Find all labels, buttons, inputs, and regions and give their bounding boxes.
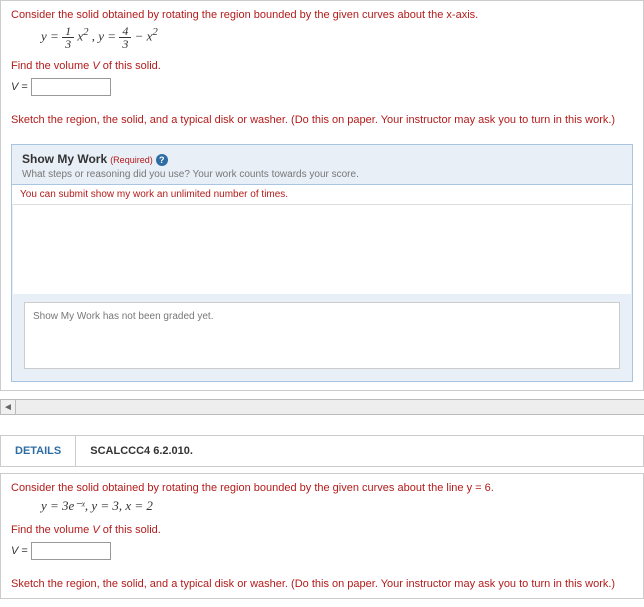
h-scrollbar[interactable]: ◄ <box>0 399 644 415</box>
q2-answer-row: V = <box>11 542 633 560</box>
q2-find-volume: Find the volume V of this solid. <box>11 524 633 536</box>
q1-sketch: Sketch the region, the solid, and a typi… <box>11 114 633 126</box>
q2-answer-input[interactable] <box>31 542 111 560</box>
q1-intro: Consider the solid obtained by rotating … <box>11 9 633 21</box>
q1-formula: y = 13 x2 , y = 43 − x2 <box>11 21 633 54</box>
q1-answer-input[interactable] <box>31 78 111 96</box>
sw-title: Show My Work <box>22 152 107 166</box>
question-1: Consider the solid obtained by rotating … <box>0 0 644 391</box>
sw-editor[interactable] <box>13 204 631 294</box>
details-button[interactable]: DETAILS <box>1 436 76 466</box>
q1-answer-row: V = <box>11 78 633 96</box>
sw-subtitle: What steps or reasoning did you use? You… <box>12 169 632 184</box>
sw-header: Show My Work (Required) ? <box>12 145 632 169</box>
show-my-work: Show My Work (Required) ? What steps or … <box>11 144 633 382</box>
sw-required: (Required) <box>110 155 153 165</box>
q2-intro: Consider the solid obtained by rotating … <box>11 482 633 494</box>
help-icon[interactable]: ? <box>156 154 168 166</box>
question-2: Consider the solid obtained by rotating … <box>0 473 644 599</box>
sw-not-graded: Show My Work has not been graded yet. <box>33 311 611 322</box>
details-bar: DETAILS SCALCCC4 6.2.010. <box>0 435 644 467</box>
scroll-track[interactable] <box>16 399 644 415</box>
q2-formula: y = 3e⁻ˣ, y = 3, x = 2 <box>11 494 633 518</box>
sw-hint: You can submit show my work an unlimited… <box>12 184 632 204</box>
scroll-left-icon[interactable]: ◄ <box>0 399 16 415</box>
question-source: SCALCCC4 6.2.010. <box>76 436 643 466</box>
q1-find-volume: Find the volume V of this solid. <box>11 60 633 72</box>
sw-graded-box: Show My Work has not been graded yet. <box>24 302 620 369</box>
q2-sketch: Sketch the region, the solid, and a typi… <box>11 578 633 590</box>
